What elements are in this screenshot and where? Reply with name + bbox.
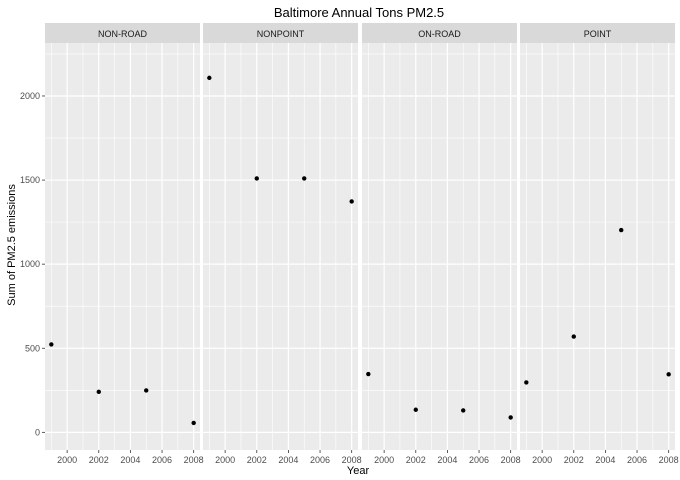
chart-title: Baltimore Annual Tons PM2.5 [274,5,444,20]
x-tick-label: 2000 [532,455,552,465]
data-point [49,342,54,347]
panel-background [203,43,358,450]
facet-strip-label: NON-ROAD [98,29,147,39]
y-tick-label: 1000 [20,259,40,269]
x-tick-label: 2008 [342,455,362,465]
x-tick-label: 2008 [659,455,679,465]
panel-background [362,43,517,450]
x-tick-label: 2004 [120,455,140,465]
facet-strip [45,23,200,43]
data-point [144,388,149,393]
y-tick-label: 2000 [20,91,40,101]
y-tick-label: 500 [25,343,40,353]
x-tick-label: 2000 [374,455,394,465]
facet-strip [203,23,358,43]
x-tick-label: 2004 [595,455,615,465]
x-axis-title: Year [347,465,370,477]
x-tick-label: 2006 [627,455,647,465]
x-tick-label: 2004 [437,455,457,465]
facet-panel-non-road: NON-ROAD 2000 2002 2004 2006 2008 [45,23,204,465]
data-point [302,176,307,181]
panel-background [520,43,675,450]
data-point [366,371,371,377]
facet-panel-nonpoint: NONPOINT 2000 2002 2004 2006 2008 [203,23,362,465]
data-point [619,227,624,233]
facet-strip-label: ON-ROAD [418,29,461,39]
panel-background [45,43,200,450]
y-axis: 0 500 1000 1500 2000 [20,91,45,437]
x-tick-label: 2000 [215,455,235,465]
x-tick-label: 2004 [278,455,298,465]
data-point [207,75,212,81]
y-axis-title: Sum of PM2.5 emissions [6,184,18,306]
data-point [349,199,354,204]
data-point [413,407,418,412]
x-tick-label: 2008 [184,455,204,465]
data-point [254,176,259,181]
facet-strip-label: NONPOINT [257,29,305,39]
x-tick-label: 2000 [57,455,77,465]
data-point [571,334,576,339]
data-point [191,420,196,426]
facet-strip [362,23,517,43]
y-tick-label: 0 [35,427,40,437]
data-point [524,380,529,385]
data-point [96,389,101,395]
x-tick-label: 2006 [469,455,489,465]
y-tick-label: 1500 [20,175,40,185]
facet-strip-label: POINT [584,29,612,39]
data-point [461,408,466,413]
x-tick-label: 2002 [564,455,584,465]
x-tick-label: 2006 [152,455,172,465]
x-tick-label: 2002 [247,455,267,465]
x-tick-label: 2008 [501,455,521,465]
facet-panel-point: POINT 2000 2002 2004 2006 2008 [520,23,679,465]
x-tick-label: 2006 [310,455,330,465]
x-tick-label: 2002 [406,455,426,465]
x-tick-label: 2002 [89,455,109,465]
data-point [666,372,671,377]
facet-strip [520,23,675,43]
facet-panel-on-road: ON-ROAD 2000 2002 2004 2006 2008 [362,23,521,465]
data-point [508,415,513,420]
